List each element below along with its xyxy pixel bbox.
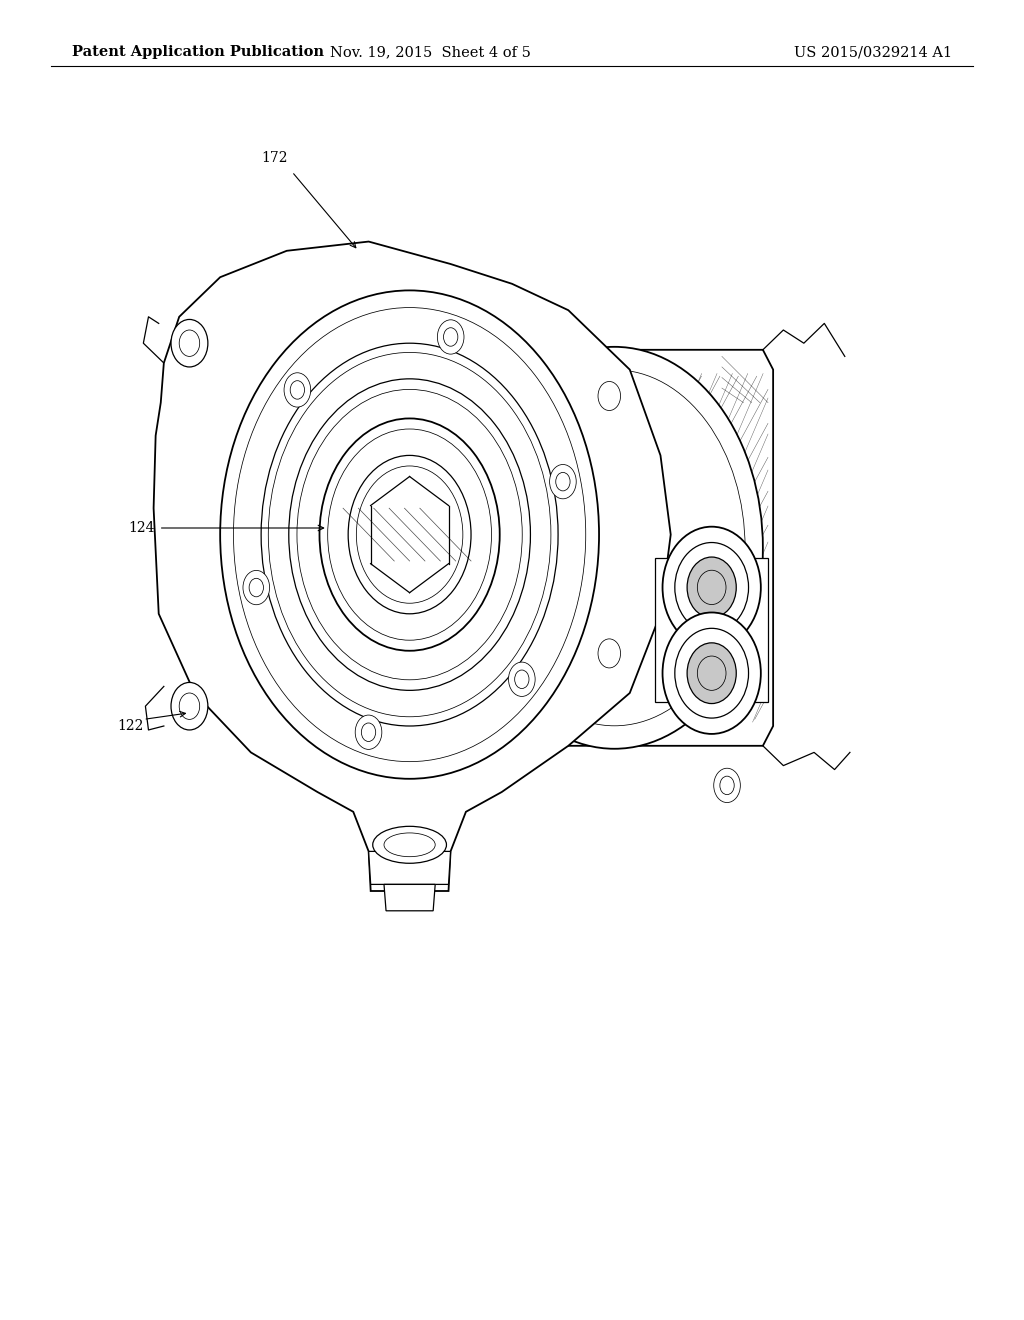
Text: 122: 122: [118, 719, 144, 733]
Ellipse shape: [687, 557, 736, 618]
Polygon shape: [384, 884, 435, 911]
Ellipse shape: [466, 347, 763, 748]
Ellipse shape: [714, 768, 740, 803]
Polygon shape: [456, 350, 773, 746]
Text: Nov. 19, 2015  Sheet 4 of 5: Nov. 19, 2015 Sheet 4 of 5: [330, 45, 530, 59]
Ellipse shape: [509, 663, 536, 697]
Ellipse shape: [663, 612, 761, 734]
Ellipse shape: [598, 381, 621, 411]
Ellipse shape: [437, 319, 464, 354]
Text: FIG.2C: FIG.2C: [356, 799, 463, 825]
Ellipse shape: [220, 290, 599, 779]
Text: 124: 124: [128, 521, 155, 535]
Ellipse shape: [663, 527, 761, 648]
Ellipse shape: [261, 343, 558, 726]
Ellipse shape: [373, 826, 446, 863]
Polygon shape: [655, 558, 768, 702]
Ellipse shape: [171, 319, 208, 367]
Ellipse shape: [319, 418, 500, 651]
Ellipse shape: [355, 715, 382, 750]
Polygon shape: [154, 242, 671, 891]
Ellipse shape: [243, 570, 269, 605]
Text: US 2015/0329214 A1: US 2015/0329214 A1: [795, 45, 952, 59]
Polygon shape: [456, 304, 635, 442]
Text: Patent Application Publication: Patent Application Publication: [72, 45, 324, 59]
Ellipse shape: [687, 643, 736, 704]
Ellipse shape: [550, 465, 577, 499]
Text: 172: 172: [261, 152, 288, 165]
Ellipse shape: [348, 455, 471, 614]
Ellipse shape: [289, 379, 530, 690]
Polygon shape: [369, 851, 451, 884]
Ellipse shape: [598, 639, 621, 668]
Ellipse shape: [284, 372, 310, 407]
Polygon shape: [456, 640, 635, 726]
Ellipse shape: [171, 682, 208, 730]
